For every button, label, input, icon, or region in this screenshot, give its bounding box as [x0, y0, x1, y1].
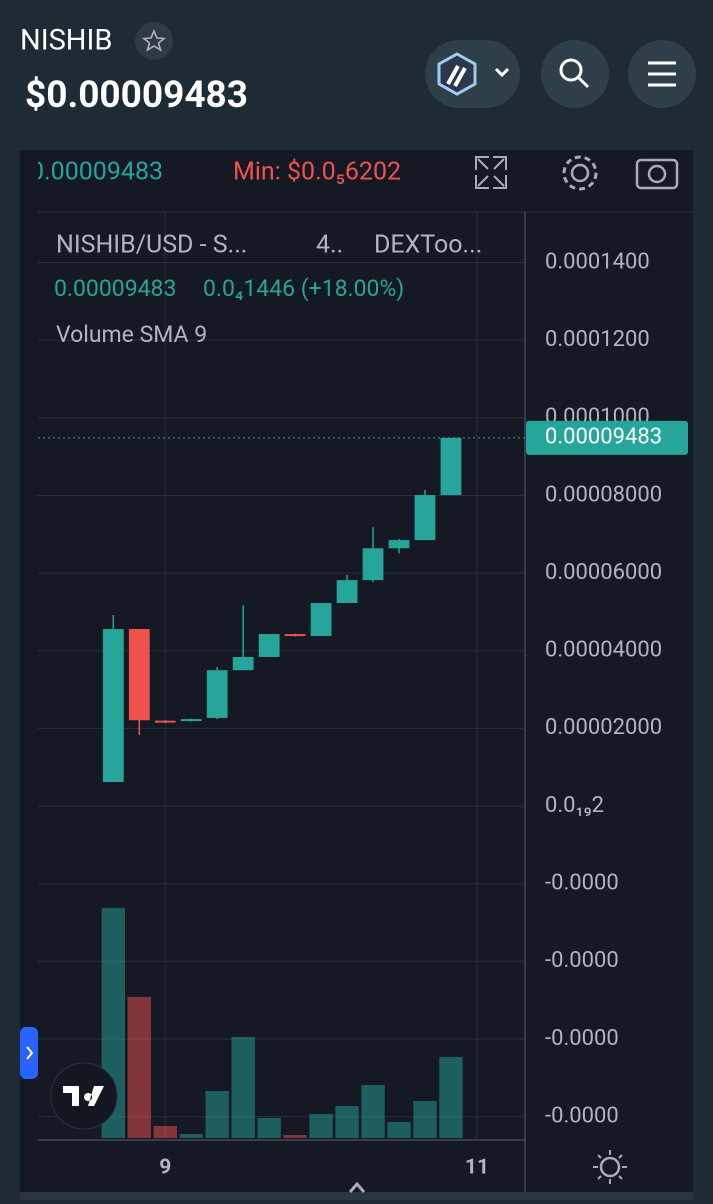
y-tick-label: 0.0001400	[545, 249, 650, 274]
candle-body	[180, 719, 202, 722]
side	[693, 150, 713, 1200]
sidebar-toggle[interactable]	[20, 1027, 38, 1079]
volume-bar	[335, 1105, 359, 1138]
y-tick-label: -0.0000	[545, 948, 619, 973]
y-tick-label: -0.0000	[545, 1026, 619, 1051]
sun-rays	[593, 1150, 627, 1184]
volume-bar	[205, 1090, 229, 1138]
volume-bar	[413, 1100, 437, 1138]
screenshot-button[interactable]	[635, 158, 679, 190]
legend-pair: NISHIB/USD - S...	[56, 231, 247, 260]
symbol: NISHIB	[20, 24, 112, 58]
candle-body	[128, 629, 150, 721]
y-tick-label: 0.00002000	[545, 715, 662, 740]
candle-body	[440, 437, 462, 496]
y-tick-label: -0.0000	[545, 871, 619, 896]
candle-body	[206, 670, 228, 718]
volume-bar	[127, 996, 151, 1138]
fullscreen-button[interactable]	[475, 156, 507, 189]
volume-bar	[309, 1113, 333, 1138]
search-button[interactable]	[541, 40, 609, 108]
volume-bar	[231, 1036, 255, 1138]
y-tick-label: -0.0000	[545, 1104, 619, 1129]
tradingview-logo[interactable]	[50, 1062, 118, 1130]
y-tick-label: 0.0₁₉2	[545, 793, 604, 818]
legend-indicator: Volume SMA 9	[56, 321, 207, 348]
expand-button[interactable]	[348, 1181, 366, 1193]
chevron	[494, 67, 510, 78]
favorite-button[interactable]	[141, 28, 167, 52]
candle-body	[414, 495, 436, 541]
volume-bar	[257, 1117, 281, 1138]
legend-source: DEXToo...	[374, 231, 482, 260]
chain-logo	[437, 52, 477, 96]
settings-gear	[562, 155, 598, 191]
theme-button[interactable]	[599, 1156, 621, 1178]
volume-bar	[283, 1134, 307, 1138]
candle-body	[362, 548, 384, 581]
search-icon	[559, 58, 583, 82]
x-tick-label: 9	[159, 1156, 171, 1180]
y-tick-label: 0.00004000	[545, 638, 662, 663]
candle-body	[336, 580, 358, 604]
tv-mark	[63, 1086, 104, 1106]
price: $0.00009483	[25, 74, 248, 117]
x-tick-label: 11	[465, 1156, 489, 1180]
chain-logo-mark	[446, 65, 467, 87]
candle-body	[102, 629, 124, 783]
volume-bar	[361, 1084, 385, 1138]
favorite-bg	[135, 22, 173, 60]
toggle-icon	[26, 1046, 34, 1060]
volume-bar	[179, 1133, 203, 1138]
legend-last: 0.00009483	[54, 275, 176, 302]
volume-bar	[387, 1121, 411, 1138]
bottom-bar	[20, 1192, 693, 1200]
settings-button[interactable]	[570, 163, 590, 183]
last-price-badge	[526, 420, 688, 455]
plot: 0.00014000.00012000.00010000.000080000.0…	[38, 212, 688, 1180]
y-tick-label: 0.00008000	[545, 482, 662, 507]
y-tick-label: 0.00006000	[545, 560, 662, 585]
legend-interval: 4..	[316, 231, 343, 260]
side	[0, 150, 20, 1200]
search-icon	[576, 75, 590, 89]
candle-body	[154, 720, 176, 723]
candle-body	[258, 634, 280, 657]
min-price: Min: $0.0₅6202	[233, 158, 401, 187]
candle-body	[388, 540, 410, 549]
y-tick-label: 0.0001200	[545, 327, 650, 352]
candle-body	[310, 603, 332, 637]
volume-bar	[153, 1125, 177, 1138]
legend-change: 0.0₄1446 (+18.00%)	[203, 275, 404, 302]
clip	[20, 155, 38, 191]
volume-bar	[439, 1056, 463, 1138]
menu-icon	[648, 61, 676, 87]
candle-body	[284, 634, 306, 637]
candle-body	[232, 656, 254, 671]
last-price-label: 0.00009483	[545, 425, 662, 450]
camera-lens	[647, 164, 667, 184]
max-price: 0.00009483	[30, 158, 163, 187]
